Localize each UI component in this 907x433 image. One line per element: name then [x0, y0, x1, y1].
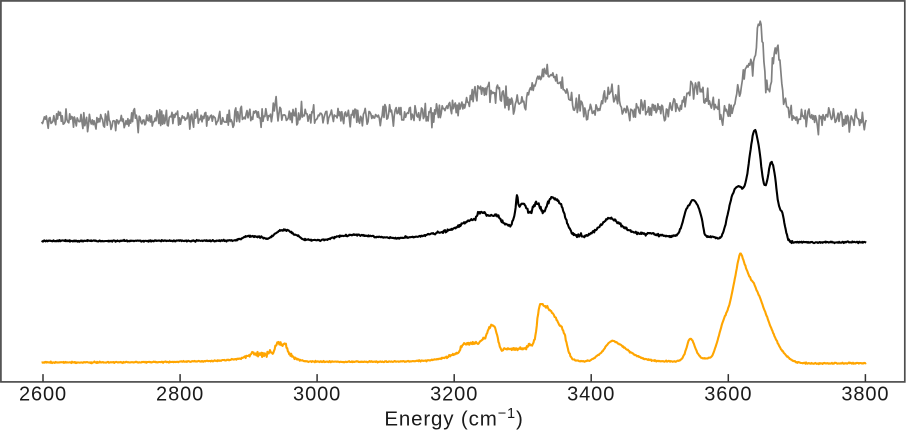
svg-text:3400: 3400 — [567, 384, 615, 406]
svg-text:2800: 2800 — [156, 384, 204, 406]
svg-text:2600: 2600 — [19, 384, 67, 406]
svg-text:3000: 3000 — [293, 384, 341, 406]
svg-text:3800: 3800 — [841, 384, 889, 406]
svg-text:3200: 3200 — [430, 384, 478, 406]
svg-text:3600: 3600 — [704, 384, 752, 406]
